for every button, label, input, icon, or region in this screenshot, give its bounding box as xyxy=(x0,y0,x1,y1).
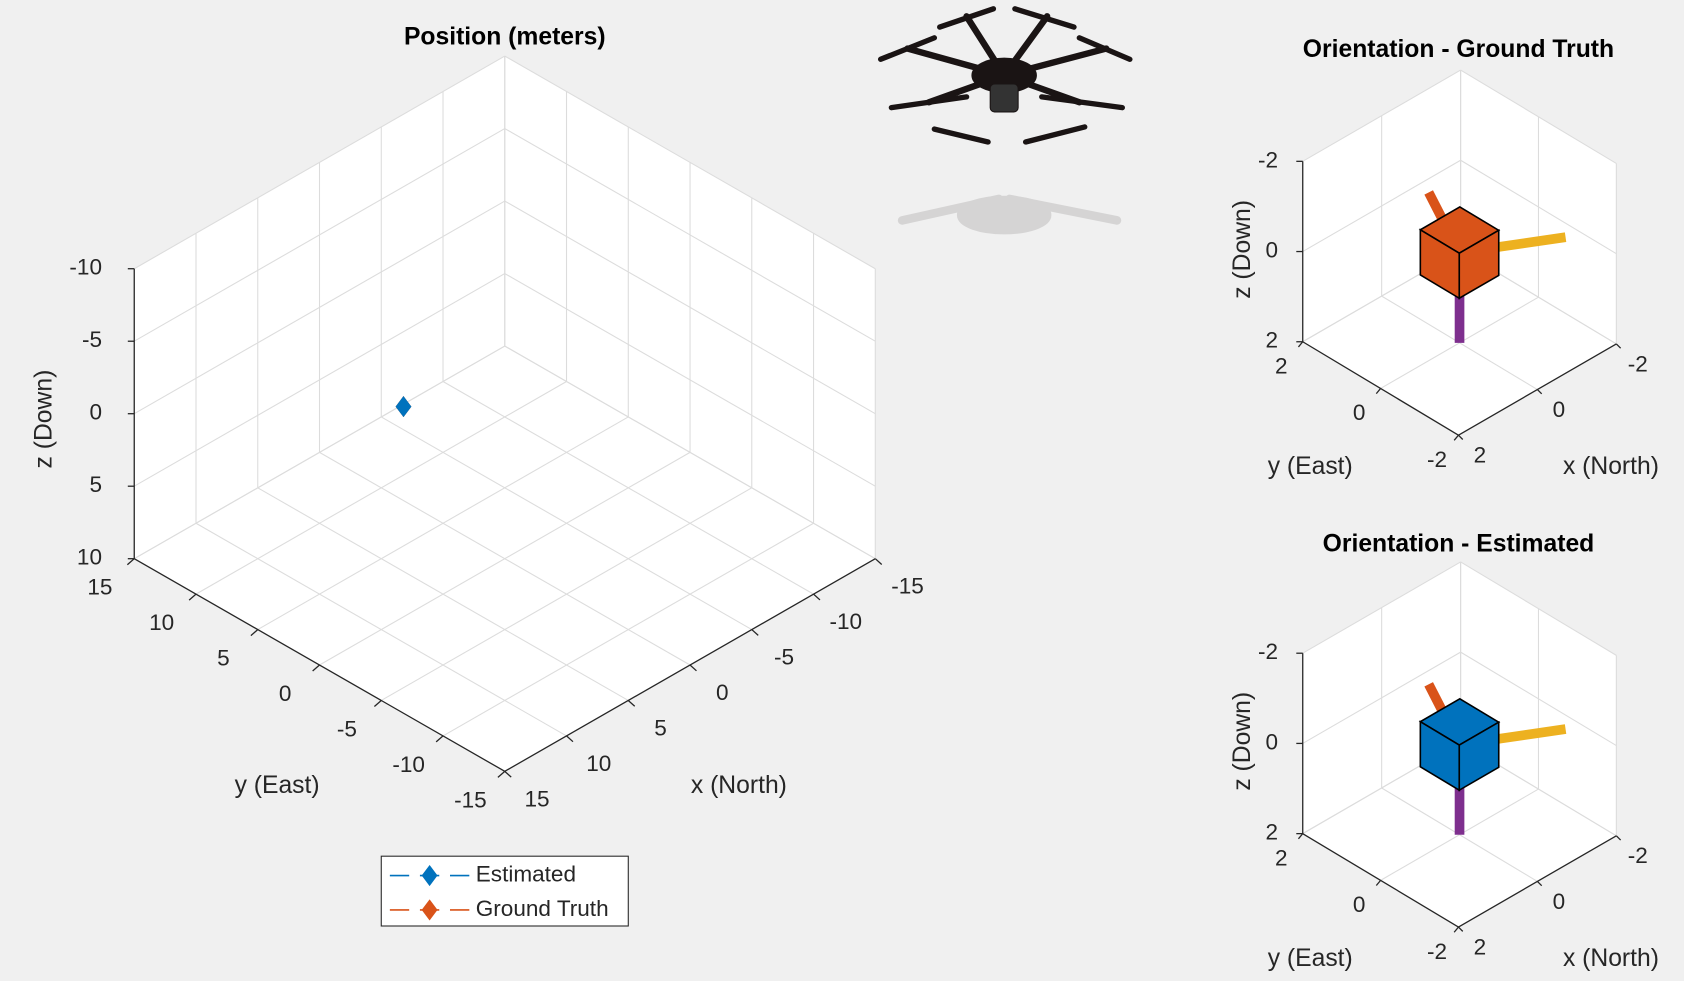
y-tick-label: 5 xyxy=(217,646,230,671)
legend-label: Estimated xyxy=(476,861,576,886)
x-tick-label: 0 xyxy=(1553,889,1566,914)
z-tick-label: -10 xyxy=(69,255,102,280)
page: -15 -10 -5 0 5 10 15 -15 -10 -5 0 5 10 15 -10 -5 0 5 10 Pos… xyxy=(0,0,1684,981)
x-axis-label: x (North) xyxy=(1563,453,1659,480)
y-tick-label: 2 xyxy=(1275,845,1288,870)
chart-title: Orientation - Estimated xyxy=(1323,530,1595,557)
x-tick-label: -10 xyxy=(829,609,862,634)
y-axis-label: y (East) xyxy=(1268,453,1353,480)
z-tick-label: 0 xyxy=(89,400,102,425)
x-tick-label: 10 xyxy=(586,751,611,776)
x-tick-label: -2 xyxy=(1628,351,1648,376)
z-tick-label: -2 xyxy=(1258,147,1278,172)
x-tick-label: 15 xyxy=(524,786,549,811)
y-tick-label: 0 xyxy=(1353,400,1366,425)
chart-title: Orientation - Ground Truth xyxy=(1303,36,1614,63)
z-axis-label: z (Down) xyxy=(1229,200,1256,299)
y-tick-label: 0 xyxy=(1353,892,1366,917)
x-tick-label: 2 xyxy=(1474,935,1487,960)
x-tick-label: -15 xyxy=(891,574,924,599)
y-tick-label: -2 xyxy=(1427,939,1447,964)
x-tick-label: -5 xyxy=(774,645,794,670)
y-tick-label: 15 xyxy=(87,575,112,600)
y-tick-label: -2 xyxy=(1427,447,1447,472)
x-tick-label: 2 xyxy=(1474,443,1487,468)
x-axis-label: x (North) xyxy=(691,772,787,799)
figure: -15 -10 -5 0 5 10 15 -15 -10 -5 0 5 10 15 -10 -5 0 5 10 Pos… xyxy=(0,0,1684,981)
y-tick-label: 2 xyxy=(1275,353,1288,378)
z-axis-label: z (Down) xyxy=(31,370,58,469)
z-tick-label: 0 xyxy=(1265,237,1278,262)
y-tick-label: -15 xyxy=(454,787,487,812)
z-tick-label: 2 xyxy=(1265,820,1278,845)
x-tick-label: 0 xyxy=(716,680,729,705)
y-tick-label: 10 xyxy=(149,610,174,635)
x-tick-label: 5 xyxy=(654,715,667,740)
z-tick-label: 10 xyxy=(77,545,102,570)
y-tick-label: -5 xyxy=(337,716,357,741)
z-tick-label: 5 xyxy=(89,472,102,497)
x-tick-label: 0 xyxy=(1553,397,1566,422)
chart-title: Position (meters) xyxy=(404,23,606,50)
legend-label: Ground Truth xyxy=(476,896,609,921)
y-axis-label: y (East) xyxy=(235,772,320,799)
y-axis-label: y (East) xyxy=(1268,945,1353,972)
x-axis-label: x (North) xyxy=(1563,945,1659,972)
z-tick-label: 0 xyxy=(1265,729,1278,754)
z-tick-label: -2 xyxy=(1258,639,1278,664)
z-tick-label: 2 xyxy=(1265,328,1278,353)
y-tick-label: 0 xyxy=(279,681,292,706)
x-tick-label: -2 xyxy=(1628,843,1648,868)
z-tick-label: -5 xyxy=(82,327,102,352)
y-tick-label: -10 xyxy=(392,752,425,777)
z-axis-label: z (Down) xyxy=(1229,692,1256,791)
